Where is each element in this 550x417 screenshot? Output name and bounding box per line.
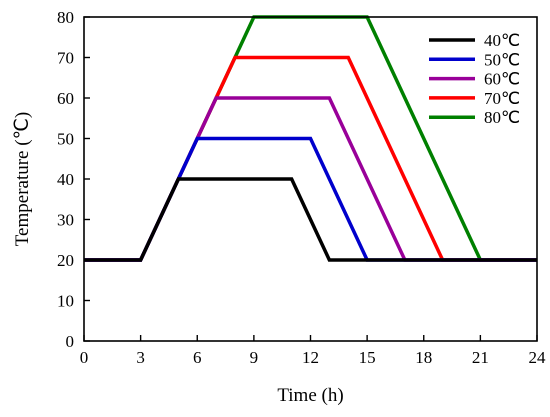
- legend-label-2: 60℃: [484, 70, 520, 89]
- y-tick-label: 0: [66, 332, 75, 351]
- x-tick-label: 0: [80, 348, 89, 367]
- y-tick-label: 30: [57, 211, 74, 230]
- x-tick-label: 3: [136, 348, 145, 367]
- x-tick-label: 24: [529, 348, 547, 367]
- series-layer: [84, 15, 537, 262]
- x-tick-label: 6: [193, 348, 202, 367]
- y-tick-label: 20: [57, 251, 74, 270]
- x-tick-label: 12: [302, 348, 319, 367]
- legend-label-4: 80℃: [484, 108, 520, 127]
- series-line-3: [84, 55, 537, 262]
- y-tick-label: 70: [57, 49, 74, 68]
- y-tick-label: 40: [57, 170, 74, 189]
- x-tick-label: 21: [472, 348, 489, 367]
- legend-label-1: 50℃: [484, 50, 520, 69]
- y-axis-title: Temperature (℃): [12, 112, 33, 246]
- legend: 40℃50℃60℃70℃80℃: [429, 31, 520, 127]
- legend-label-3: 70℃: [484, 89, 520, 108]
- x-tick-label: 15: [359, 348, 376, 367]
- x-axis-title: Time (h): [277, 385, 343, 406]
- y-tick-label: 50: [57, 130, 74, 149]
- ticks-layer: 0 3 6 9 12 15 18 21 24 0 10 20 30 40 50 60 70 80: [57, 8, 546, 367]
- x-tick-label: 18: [415, 348, 432, 367]
- y-tick-label: 80: [57, 8, 74, 27]
- y-tick-label: 60: [57, 89, 74, 108]
- x-tick-label: 9: [250, 348, 259, 367]
- plot-frame: [83, 16, 538, 342]
- legend-label-0: 40℃: [484, 31, 520, 50]
- y-tick-label: 10: [57, 292, 74, 311]
- series-line-0: [84, 177, 537, 262]
- series-line-1: [84, 136, 537, 262]
